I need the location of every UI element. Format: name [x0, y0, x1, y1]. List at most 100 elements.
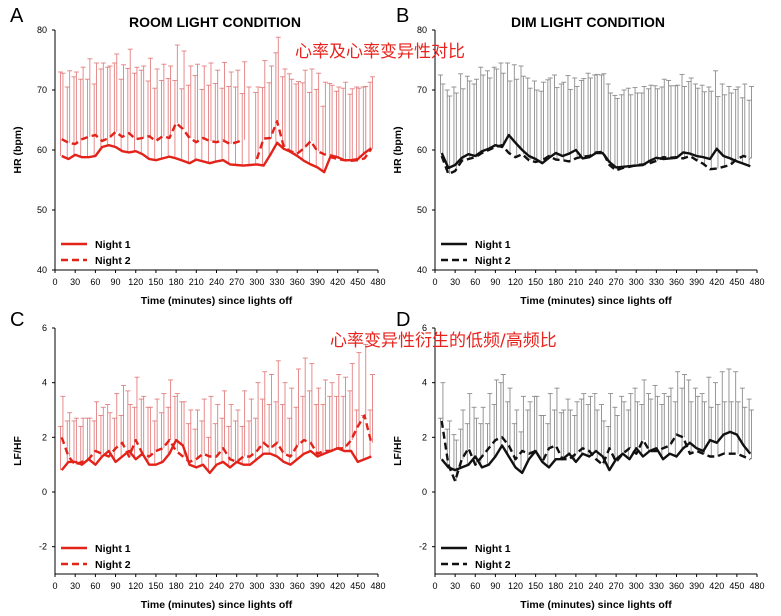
x-tick-label: 360 [290, 581, 305, 591]
x-axis-label: Time (minutes) since lights off [141, 599, 293, 611]
x-tick-label: 150 [528, 277, 543, 287]
x-tick-label: 330 [270, 581, 285, 591]
chart-panel-d: D0 30 60 90 120 150 180 210 240 270 300 330 360 390 42… [392, 309, 765, 611]
annotation-lf-hf-ratio: 心率变异性衍生的低频/高频比 [330, 331, 557, 351]
x-tick-label: 480 [370, 277, 385, 287]
x-tick-label: 30 [450, 581, 460, 591]
error-bars-night-2 [60, 36, 375, 161]
x-tick-label: 150 [148, 581, 163, 591]
x-tick-label: 60 [470, 277, 480, 287]
y-axis-label: HR (bpm) [392, 126, 404, 173]
y-tick-label: -2 [419, 542, 427, 552]
legend-label: Night 2 [475, 255, 511, 267]
x-tick-label: 210 [568, 581, 583, 591]
y-tick-label: 80 [37, 25, 47, 35]
x-tick-label: 0 [432, 277, 437, 287]
chart-title: DIM LIGHT CONDITION [511, 14, 665, 30]
x-tick-label: 300 [249, 277, 264, 287]
x-tick-label: 120 [508, 277, 523, 287]
x-tick-label: 420 [330, 277, 345, 287]
series-line-night-1 [440, 430, 752, 475]
x-tick-label: 360 [669, 581, 684, 591]
x-tick-label: 330 [649, 581, 664, 591]
x-tick-label: 480 [749, 581, 764, 591]
x-tick-label: 390 [310, 581, 325, 591]
legend-label: Night 1 [95, 239, 131, 251]
chart-panel-a: A ROOM LIGHT CONDITION 0 30 60 90 120 150 180 210… [10, 5, 386, 307]
x-tick-label: 480 [370, 581, 385, 591]
legend-label: Night 1 [475, 543, 511, 555]
x-tick-label: 210 [189, 277, 204, 287]
series-line-night-2 [61, 121, 244, 146]
y-tick-label: 2 [422, 432, 427, 442]
y-axis-label: LF/HF [392, 436, 404, 466]
x-tick-label: 120 [508, 581, 523, 591]
y-tick-label: 80 [417, 25, 427, 35]
x-tick-label: 360 [290, 277, 305, 287]
x-tick-label: 210 [568, 277, 583, 287]
y-tick-label: 4 [42, 378, 47, 388]
y-tick-label: 50 [417, 205, 427, 215]
legend-label: Night 2 [95, 559, 131, 571]
error-bars-night-2 [440, 68, 754, 174]
annotation-hr-comparison: 心率及心率变异性对比 [295, 42, 465, 62]
error-bars-night-1 [58, 52, 373, 173]
x-tick-label: 180 [548, 581, 563, 591]
legend-label: Night 1 [95, 543, 131, 555]
x-tick-label: 450 [729, 277, 744, 287]
y-tick-label: 60 [417, 145, 427, 155]
x-tick-label: 390 [310, 277, 325, 287]
x-tick-label: 270 [609, 277, 624, 287]
x-tick-label: 420 [330, 581, 345, 591]
x-tick-label: 270 [229, 581, 244, 591]
x-tick-label: 480 [749, 277, 764, 287]
x-tick-label: 360 [669, 277, 684, 287]
x-tick-label: 180 [548, 277, 563, 287]
x-tick-label: 0 [52, 277, 57, 287]
y-tick-label: 0 [422, 487, 427, 497]
y-tick-label: 4 [422, 378, 427, 388]
y-tick-label: 6 [422, 323, 427, 333]
x-tick-label: 30 [70, 581, 80, 591]
x-tick-label: 60 [90, 581, 100, 591]
x-tick-label: 390 [689, 581, 704, 591]
y-tick-label: 0 [42, 487, 47, 497]
x-tick-label: 240 [209, 277, 224, 287]
x-tick-label: 390 [689, 277, 704, 287]
x-tick-label: 150 [528, 581, 543, 591]
y-tick-label: 50 [37, 205, 47, 215]
x-tick-label: 60 [470, 581, 480, 591]
series-line-night-2 [255, 119, 373, 163]
x-tick-label: 450 [350, 277, 365, 287]
y-tick-label: 40 [37, 265, 47, 275]
panel-letter: A [10, 5, 24, 27]
x-tick-label: 240 [209, 581, 224, 591]
x-tick-label: 300 [629, 277, 644, 287]
x-tick-label: 300 [629, 581, 644, 591]
series-line-night-1 [61, 141, 372, 174]
x-tick-label: 240 [588, 581, 603, 591]
x-axis-label: Time (minutes) since lights off [520, 599, 672, 611]
x-tick-label: 270 [229, 277, 244, 287]
y-tick-label: 40 [417, 265, 427, 275]
x-tick-label: 90 [111, 277, 121, 287]
error-bars-night-1 [438, 368, 752, 473]
x-tick-label: 90 [490, 581, 500, 591]
y-tick-label: 70 [37, 85, 47, 95]
x-tick-label: 120 [128, 581, 143, 591]
y-axis-label: LF/HF [12, 436, 24, 466]
error-bars-night-1 [58, 390, 373, 473]
y-axis-label: HR (bpm) [12, 126, 24, 173]
legend-label: Night 2 [95, 255, 131, 267]
series-line-night-1 [60, 438, 372, 475]
series-line-night-2 [440, 420, 751, 483]
x-tick-label: 180 [169, 581, 184, 591]
panel-letter: C [10, 309, 24, 331]
panel-letter: D [396, 309, 410, 331]
chart-title: ROOM LIGHT CONDITION [129, 14, 301, 30]
series-line-night-2 [440, 143, 751, 176]
chart-panel-b: B DIM LIGHT CONDITION 0 30 60 90 120 150 180 210 2… [392, 5, 765, 307]
y-tick-label: -2 [39, 542, 47, 552]
panel-letter: B [396, 5, 409, 27]
y-tick-label: 60 [37, 145, 47, 155]
